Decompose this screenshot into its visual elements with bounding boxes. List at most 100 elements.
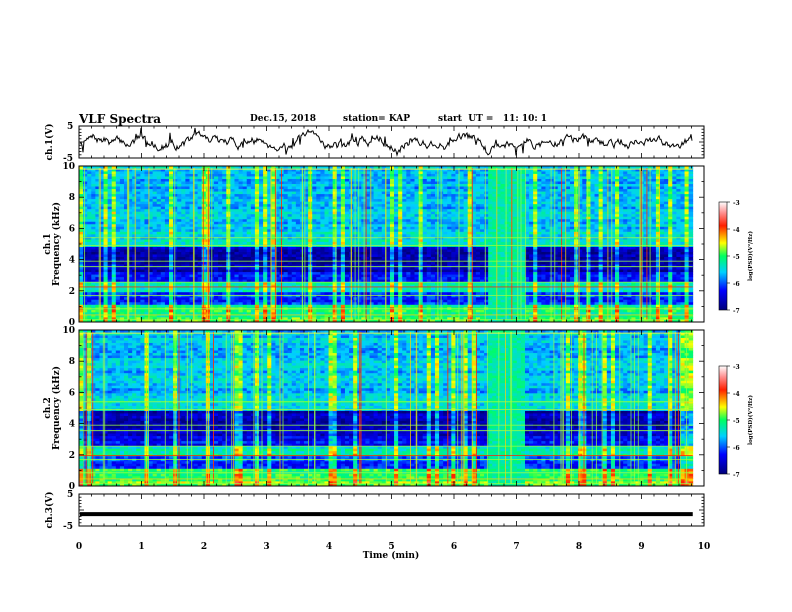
spectrogram-cell xyxy=(181,249,186,252)
spectrogram-cell xyxy=(389,201,395,205)
spectrogram-cell xyxy=(238,233,244,237)
spectrogram-cell xyxy=(357,191,362,195)
spectrogram-cell xyxy=(316,259,321,263)
spectrogram-cell xyxy=(79,256,84,260)
spectrogram-cell xyxy=(164,168,170,172)
spectrogram-cell xyxy=(181,304,186,308)
spectrogram-cell xyxy=(99,178,104,182)
spectrogram-cell xyxy=(238,276,244,280)
spectrogram-cell xyxy=(357,269,362,273)
spectrogram-cell xyxy=(119,178,125,182)
spectrogram-cell xyxy=(389,251,395,255)
spectrogram-cell xyxy=(144,271,149,275)
spectrogram-cell xyxy=(148,216,154,220)
spectrogram-cell xyxy=(201,241,207,245)
spectrogram-cell xyxy=(79,314,84,318)
spectrogram-cell xyxy=(312,264,317,268)
spectrogram-cell xyxy=(328,223,334,227)
spectrogram-cell xyxy=(181,271,186,275)
spectrogram-cell xyxy=(291,183,297,187)
spectrogram-cell xyxy=(124,203,129,207)
spectrogram-cell xyxy=(389,289,395,293)
spectrogram-cell xyxy=(132,246,137,250)
spectrogram-cell xyxy=(193,261,199,265)
spectrogram-cell xyxy=(332,203,338,207)
spectrogram-cell xyxy=(111,259,117,263)
spectrogram-cell xyxy=(148,256,154,260)
spectrogram-cell xyxy=(181,314,186,318)
spectrogram-cell xyxy=(340,221,346,225)
spectrogram-cell xyxy=(242,228,248,232)
spectrogram-cell xyxy=(340,198,346,202)
spectrogram-cell xyxy=(201,228,207,232)
spectrogram-cell xyxy=(160,196,166,200)
spectrogram-cell xyxy=(140,289,145,293)
spectrogram-cell xyxy=(193,216,199,220)
spectrogram-cell xyxy=(254,181,260,185)
spectrogram-cell xyxy=(91,206,96,210)
spectrogram-cell xyxy=(99,216,104,220)
spectrogram-cell xyxy=(349,166,354,169)
spectrogram-cell xyxy=(238,301,244,305)
spectrogram-cell xyxy=(119,304,125,308)
spectrogram-cell xyxy=(99,181,104,185)
spectrogram-cell xyxy=(107,316,113,320)
spectrogram-cell xyxy=(222,186,227,190)
spectrogram-cell xyxy=(263,181,268,185)
spectrogram-cell xyxy=(324,311,329,315)
spectrogram-cell xyxy=(267,213,272,217)
spectrogram-cell xyxy=(91,254,96,257)
spectrogram-cell xyxy=(238,316,244,320)
spectrogram-cell xyxy=(242,223,248,227)
spectrogram-cell xyxy=(291,231,297,235)
spectrogram-cell xyxy=(160,254,166,257)
spectrogram-cell xyxy=(283,183,289,187)
spectrogram-cell xyxy=(283,211,289,215)
spectrogram-cell xyxy=(201,198,207,202)
spectrogram-cell xyxy=(115,186,121,190)
spectrogram-cell xyxy=(136,228,141,232)
spectrogram-cell xyxy=(164,183,170,187)
spectrogram-cell xyxy=(340,226,346,230)
spectrogram-cell xyxy=(234,274,239,278)
spectrogram-cell xyxy=(99,254,104,257)
spectrogram-cell xyxy=(271,264,276,268)
spectrogram-cell xyxy=(152,259,158,263)
spectrogram-cell xyxy=(177,198,182,202)
spectrogram-cell xyxy=(79,251,84,255)
spectrogram-cell xyxy=(344,254,350,257)
spectrogram-cell xyxy=(197,319,203,323)
spectrogram-cell xyxy=(283,299,289,303)
spectrogram-cell xyxy=(295,284,301,288)
spectrogram-cell xyxy=(156,198,162,202)
spectrogram-cell xyxy=(95,176,100,179)
spectrogram-cell xyxy=(283,173,289,177)
spectrogram-cell xyxy=(259,291,264,295)
spectrogram-cell xyxy=(173,276,178,280)
spectrogram-cell xyxy=(173,269,178,273)
spectrogram-cell xyxy=(361,191,366,195)
spectrogram-cell xyxy=(336,176,342,179)
spectrogram-cell xyxy=(271,254,276,257)
spectrogram-cell xyxy=(218,254,223,257)
spectrogram-cell xyxy=(267,218,272,222)
spectrogram-cell xyxy=(336,238,342,242)
spectrogram-cell xyxy=(324,208,329,212)
spectrogram-cell xyxy=(87,301,92,305)
spectrogram-cell xyxy=(115,208,121,212)
spectrogram-cell xyxy=(373,241,379,245)
spectrogram-cell xyxy=(254,319,260,323)
spectrogram-cell xyxy=(398,311,403,315)
spectrogram-cell xyxy=(389,269,395,273)
spectrogram-cell xyxy=(287,221,293,225)
spectrogram-cell xyxy=(263,281,268,285)
spectrogram-cell xyxy=(385,188,391,192)
spectrogram-cell xyxy=(357,266,362,270)
spectrogram-cell xyxy=(132,181,137,185)
spectrogram-cell xyxy=(238,246,244,250)
spectrogram-cell xyxy=(246,186,252,190)
spectrogram-cell xyxy=(119,213,125,217)
spectrogram-cell xyxy=(287,314,293,318)
spectrogram-cell xyxy=(271,286,276,290)
spectrogram-cell xyxy=(214,211,219,215)
